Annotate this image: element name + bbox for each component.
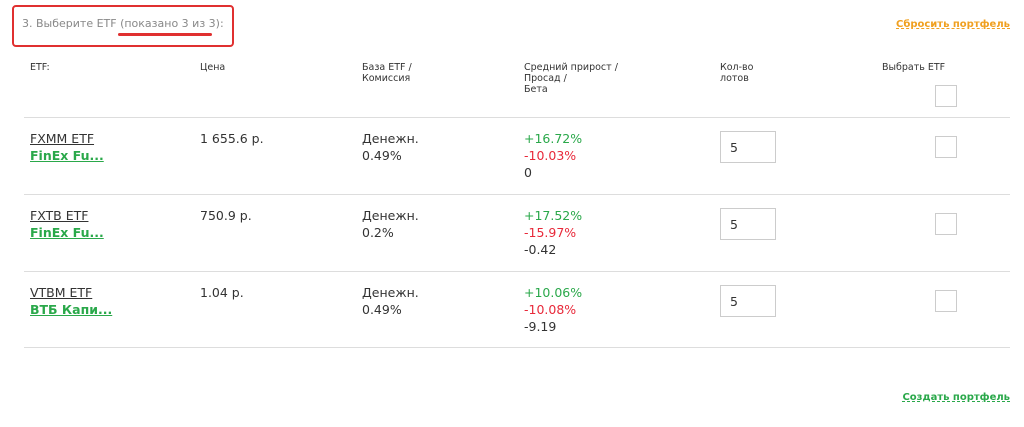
etf-ticker[interactable]: VTBM ETF (30, 285, 93, 300)
growth: +16.72% (524, 131, 583, 146)
lots-input[interactable]: 5 (720, 285, 776, 317)
commission: 0.49% (362, 148, 402, 163)
select-checkbox[interactable] (935, 290, 957, 312)
etf-ticker[interactable]: FXMM ETF (30, 131, 95, 146)
create-link[interactable]: Создать портфель (902, 392, 1010, 403)
commission: 0.2% (362, 225, 394, 240)
row-separator (24, 347, 1010, 348)
section-title: 3. Выберите ETF (показано 3 из 3): (22, 17, 224, 30)
column-header: Средний прирост / (524, 62, 618, 73)
column-header: Кол-во (720, 62, 754, 73)
base: Денежн. (362, 208, 419, 223)
column-header: Цена (200, 62, 226, 73)
row-separator (24, 271, 1010, 272)
drawdown: -10.08% (524, 302, 577, 317)
row-separator (24, 117, 1010, 118)
lots-input[interactable]: 5 (720, 131, 776, 163)
price: 1.04 р. (200, 285, 244, 300)
column-header: ETF: (30, 62, 50, 73)
etf-ticker[interactable]: FXTB ETF (30, 208, 89, 223)
fund-name[interactable]: ВТБ Капи... (30, 302, 113, 317)
commission: 0.49% (362, 302, 402, 317)
column-header: Выбрать ETF (882, 62, 946, 73)
fund-name[interactable]: FinEx Fu... (30, 225, 104, 240)
reset-link[interactable]: Сбросить портфель (896, 19, 1010, 30)
select-checkbox[interactable] (935, 213, 957, 235)
annotation-box (12, 5, 234, 47)
beta: -0.42 (524, 242, 557, 257)
drawdown: -15.97% (524, 225, 577, 240)
column-header: Комиссия (362, 73, 411, 84)
beta: 0 (524, 165, 532, 180)
row-separator (24, 194, 1010, 195)
drawdown: -10.03% (524, 148, 577, 163)
column-header: База ETF / (362, 62, 412, 73)
column-header: Бета (524, 84, 548, 95)
price: 1 655.6 р. (200, 131, 264, 146)
growth: +17.52% (524, 208, 583, 223)
select-all-checkbox[interactable] (935, 85, 957, 107)
beta: -9.19 (524, 319, 557, 334)
fund-name[interactable]: FinEx Fu... (30, 148, 104, 163)
base: Денежн. (362, 285, 419, 300)
lots-input[interactable]: 5 (720, 208, 776, 240)
column-header: лотов (720, 73, 749, 84)
base: Денежн. (362, 131, 419, 146)
annotation-underline (118, 33, 212, 36)
select-checkbox[interactable] (935, 136, 957, 158)
growth: +10.06% (524, 285, 583, 300)
price: 750.9 р. (200, 208, 252, 223)
column-header: Просад / (524, 73, 567, 84)
